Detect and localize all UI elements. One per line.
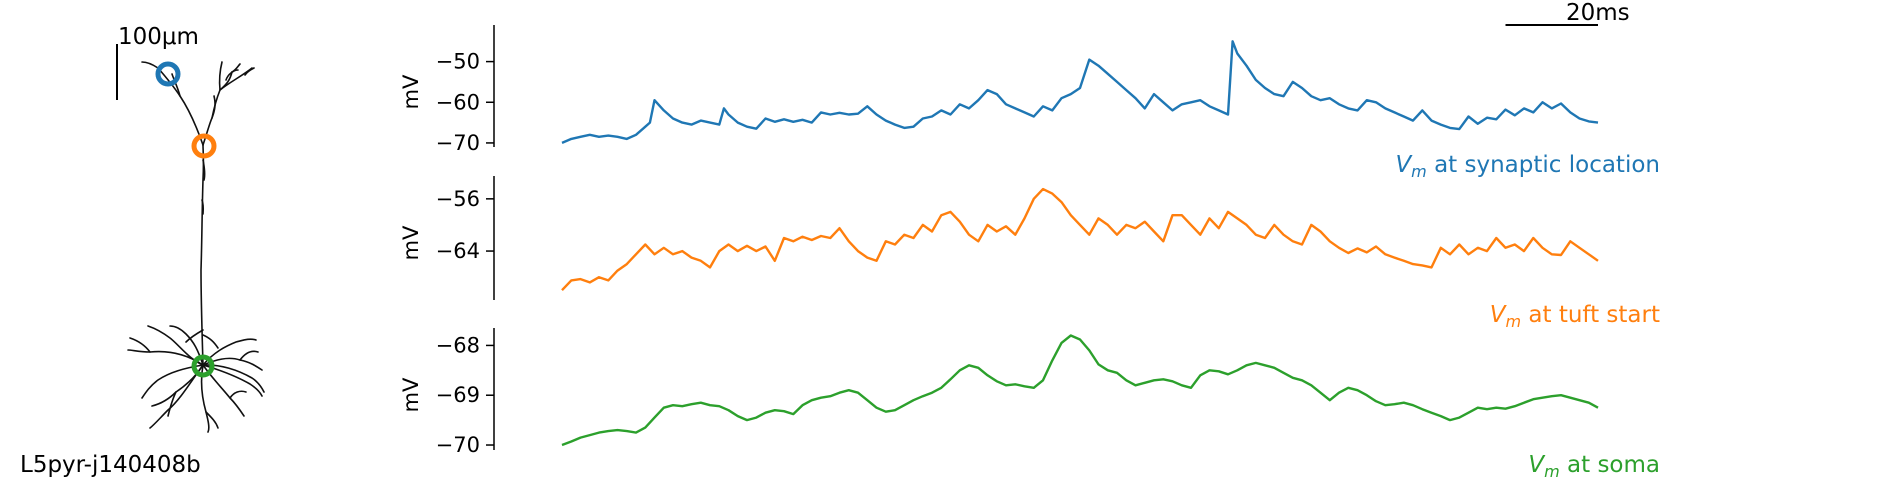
vm-text-tuft: at tuft start xyxy=(1521,302,1660,328)
vm-subscript-synaptic: m xyxy=(1411,162,1427,181)
ylabel-tuft: mV xyxy=(399,225,423,260)
time-scale: 20ms xyxy=(1505,0,1630,26)
y-ticks-synaptic: −50 −60 −70 xyxy=(436,50,494,155)
vm-symbol-synaptic: V xyxy=(1395,152,1413,178)
y-tick-label-tuft: −64 xyxy=(436,239,480,263)
y-tick-label-synaptic: −50 xyxy=(436,50,480,74)
trace-label-tuft: Vm at tuft start xyxy=(1490,302,1660,331)
ylabel-soma: mV xyxy=(399,377,423,412)
trace-tuft xyxy=(561,187,1599,292)
dendritic-tree xyxy=(127,61,265,433)
trace-soma xyxy=(561,334,1599,447)
y-tick-label-synaptic: −60 xyxy=(436,90,480,114)
neuron-morphology: 100μm xyxy=(20,24,265,478)
panel-tuft: −56 −64 mV Vm at tuft start xyxy=(399,176,1660,331)
panel-soma: −68 −69 −70 mV Vm at soma xyxy=(399,328,1660,480)
vm-text-synaptic: at synaptic location xyxy=(1427,152,1660,178)
ylabel-synaptic: mV xyxy=(399,74,423,109)
vm-text-soma: at soma xyxy=(1560,452,1660,478)
soma-marker xyxy=(191,354,215,378)
time-scale-label: 20ms xyxy=(1566,0,1630,26)
trace-synaptic xyxy=(561,40,1599,145)
y-ticks-tuft: −56 −64 xyxy=(436,187,494,263)
y-ticks-soma: −68 −69 −70 xyxy=(436,333,494,457)
trace-label-synaptic: Vm at synaptic location xyxy=(1395,152,1660,181)
y-tick-label-synaptic: −70 xyxy=(436,131,480,155)
y-tick-label-tuft: −56 xyxy=(436,187,480,211)
y-tick-label-soma: −69 xyxy=(436,383,480,407)
vm-symbol-soma: V xyxy=(1528,452,1546,478)
tuft-start-marker xyxy=(191,133,217,159)
y-tick-label-soma: −68 xyxy=(436,333,480,357)
vm-subscript-soma: m xyxy=(1544,462,1560,480)
length-scale-label: 100μm xyxy=(118,24,199,50)
voltage-traces: −50−60−70 mV Vm at synaptic location −56… xyxy=(399,0,1660,480)
y-tick-label-soma: −70 xyxy=(436,433,480,457)
synaptic-location-marker xyxy=(155,61,181,87)
vm-symbol-tuft: V xyxy=(1490,302,1508,328)
panel-synaptic: −50 −60 −70 mV Vm at synaptic location xyxy=(399,25,1660,181)
vm-subscript-tuft: m xyxy=(1505,312,1521,331)
trace-label-soma: Vm at soma xyxy=(1528,452,1660,480)
neuron-name: L5pyr-j140408b xyxy=(20,452,201,478)
